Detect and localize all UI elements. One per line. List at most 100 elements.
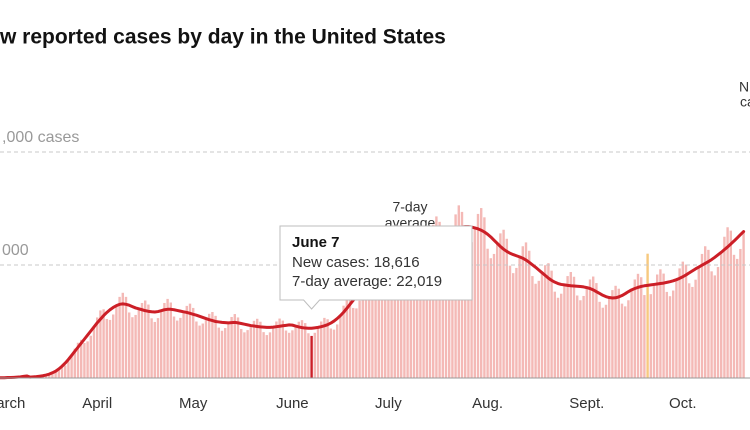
bar xyxy=(64,365,67,378)
bar xyxy=(742,231,745,378)
bar xyxy=(86,341,89,378)
bar xyxy=(489,258,492,378)
bar xyxy=(265,335,268,378)
bar xyxy=(518,256,521,378)
bar xyxy=(291,330,294,378)
bar xyxy=(83,342,86,378)
bar xyxy=(675,279,678,378)
bar xyxy=(505,238,508,378)
bar xyxy=(617,288,620,378)
bar xyxy=(649,294,652,378)
bar xyxy=(214,315,217,378)
bar xyxy=(700,253,704,378)
bar xyxy=(710,271,713,378)
bar xyxy=(272,327,275,378)
bar xyxy=(659,269,662,378)
bar xyxy=(563,284,566,378)
bar xyxy=(672,290,675,378)
bar xyxy=(342,305,345,378)
bar xyxy=(268,332,272,378)
tooltip-line: 7-day average: 22,019 xyxy=(292,273,442,290)
tooltip-line: New cases: 18,616 xyxy=(292,254,420,271)
bar xyxy=(278,318,281,378)
bar xyxy=(140,302,144,378)
x-tick-label: Oct. xyxy=(669,395,697,412)
x-tick-label: April xyxy=(82,395,112,412)
bar xyxy=(252,320,256,378)
bar xyxy=(297,321,300,378)
bar xyxy=(528,250,531,378)
bar xyxy=(720,252,723,378)
bar xyxy=(166,298,169,378)
bar xyxy=(294,326,297,378)
bar xyxy=(515,267,518,378)
bar xyxy=(512,273,515,378)
bar xyxy=(566,276,569,378)
bar xyxy=(604,304,608,378)
bar xyxy=(329,328,332,378)
bar xyxy=(326,319,329,378)
tooltip-title: June 7 xyxy=(292,234,340,251)
bar xyxy=(611,290,614,378)
bar xyxy=(134,314,137,378)
bar xyxy=(224,328,227,378)
bar xyxy=(624,306,627,378)
bar xyxy=(281,320,284,378)
bar xyxy=(496,243,499,378)
bar xyxy=(592,276,595,378)
bar xyxy=(713,275,716,378)
bar xyxy=(188,303,192,378)
bar xyxy=(44,375,48,378)
bar xyxy=(185,305,188,378)
bar xyxy=(124,296,128,378)
bar xyxy=(384,264,387,378)
bar xyxy=(262,332,265,378)
bar xyxy=(524,242,528,378)
bar xyxy=(576,295,579,378)
bar xyxy=(92,326,96,378)
x-tick-label: July xyxy=(375,395,402,412)
bar xyxy=(313,332,316,378)
bar xyxy=(630,289,633,378)
bar xyxy=(627,300,630,378)
bar xyxy=(390,242,393,378)
bar xyxy=(256,318,259,378)
bar xyxy=(336,324,339,378)
bar xyxy=(284,330,288,378)
bar xyxy=(464,241,467,378)
bar xyxy=(595,283,598,378)
bar xyxy=(102,309,105,378)
bar xyxy=(620,303,624,378)
bar xyxy=(521,246,524,378)
bar xyxy=(377,286,380,378)
bar xyxy=(198,325,201,378)
tooltip-box xyxy=(279,225,473,310)
x-tick-label: arch xyxy=(0,395,25,412)
bar xyxy=(192,307,195,378)
bar xyxy=(112,314,115,378)
bar xyxy=(89,335,92,378)
bar xyxy=(537,280,540,378)
bar xyxy=(691,286,694,378)
bar xyxy=(387,250,390,378)
bar xyxy=(646,253,649,378)
bar xyxy=(48,374,51,378)
bar xyxy=(467,249,470,378)
bar xyxy=(547,263,550,378)
bar xyxy=(368,265,371,378)
bar xyxy=(448,246,451,378)
bar xyxy=(243,332,246,378)
bar xyxy=(361,288,364,378)
tooltip: June 7 New cases: 18,616 7-day average: 22… xyxy=(279,225,473,310)
bar xyxy=(400,272,403,378)
bar xyxy=(201,323,204,378)
bar xyxy=(169,302,172,378)
bar xyxy=(736,258,739,378)
bar xyxy=(70,355,73,378)
bar xyxy=(96,317,99,378)
bar xyxy=(307,333,310,378)
bar xyxy=(288,332,291,378)
bar xyxy=(73,348,76,378)
bar xyxy=(729,230,732,378)
